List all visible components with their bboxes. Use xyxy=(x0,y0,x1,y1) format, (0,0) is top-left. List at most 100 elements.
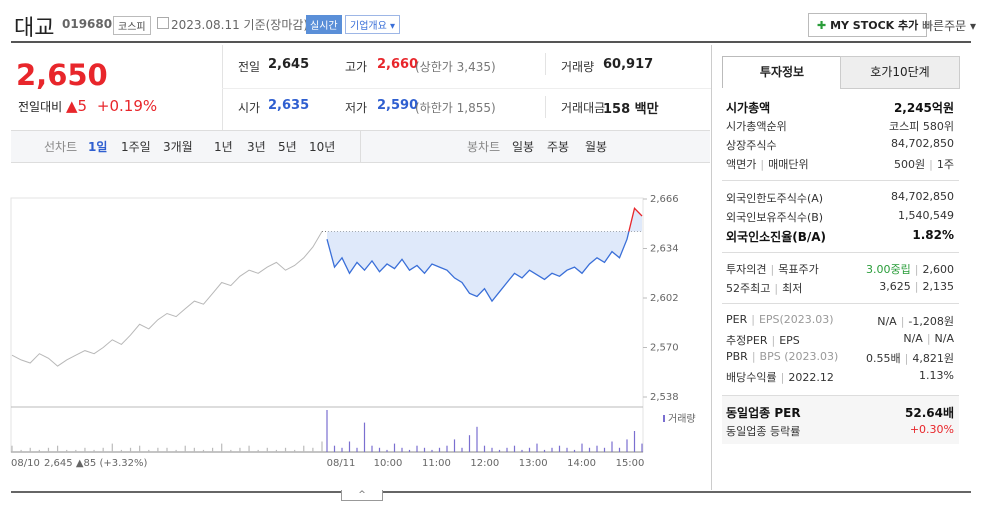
info-label: 투자의견목표주가 xyxy=(726,261,819,277)
volume-bar xyxy=(230,449,232,452)
volume-bar xyxy=(371,445,373,452)
tab-label: 선차트 xyxy=(44,140,78,154)
change-row: 전일대비 ▲5 +0.19% xyxy=(18,97,158,115)
collapse-button[interactable]: ^ xyxy=(341,490,383,501)
info-value: 84,702,850 xyxy=(891,190,954,203)
quote-value: 2,635 xyxy=(268,98,310,113)
volume-bar xyxy=(408,449,411,452)
info-tab[interactable]: 투자정보 xyxy=(722,56,842,88)
period-tab[interactable]: 1주일 xyxy=(121,140,151,154)
y-tick-label: 2,634 xyxy=(650,244,679,255)
calendar-icon xyxy=(157,17,169,29)
date: 2023.08.11 기준(장마감) xyxy=(171,16,308,33)
info-label: 배당수익률2022.12 xyxy=(726,369,834,385)
info-value: 1.82% xyxy=(912,228,954,242)
quote-label: 저가 xyxy=(345,101,368,115)
label-part: 최저 xyxy=(770,282,802,295)
volume-bar xyxy=(461,447,463,452)
volume-bar xyxy=(431,449,433,452)
candle-tab[interactable]: 주봉 xyxy=(547,140,570,154)
info-row: 동일업종 PER 52.64배 xyxy=(726,404,954,422)
volume-bar xyxy=(401,447,403,452)
x-date: 08/11 xyxy=(327,458,356,469)
info-row: 외국인보유주식수(B) 1,540,549 xyxy=(726,209,954,227)
volume-bar xyxy=(626,439,628,452)
value-part: 3,625 xyxy=(879,280,911,293)
period-tab[interactable]: 1년 xyxy=(214,140,233,154)
change: 5 xyxy=(77,97,88,115)
prev-change: 85 xyxy=(84,458,97,469)
volume-bar xyxy=(294,449,296,452)
x-tick-label: 11:00 xyxy=(422,458,451,469)
volume-bar xyxy=(423,447,426,452)
label-part: 외국인한도주식수(A) xyxy=(726,192,824,205)
label-part: 시가총액 xyxy=(726,101,771,115)
volume-bar xyxy=(193,447,195,452)
stock-name: 대교 xyxy=(14,16,55,41)
info-row: 52주최고최저 3,6252,135 xyxy=(726,280,954,298)
period-tab[interactable]: 3년 xyxy=(247,140,266,154)
value-part: 500원 xyxy=(894,158,926,171)
info-label: 상장주식수 xyxy=(726,137,777,153)
value-part: -1,208원 xyxy=(897,315,954,328)
volume-bar xyxy=(446,445,448,452)
candle-tab[interactable]: 일봉 xyxy=(512,140,535,154)
quote-value: 2,645 xyxy=(268,57,310,72)
info-value: N/AN/A xyxy=(903,332,954,345)
period-tab[interactable]: 10년 xyxy=(309,140,336,154)
y-tick-label: 2,666 xyxy=(650,194,679,205)
info-row: 상장주식수 84,702,850 xyxy=(726,137,954,155)
realtime-badge[interactable]: 실시간 xyxy=(306,15,342,34)
period-tab[interactable]: 5년 xyxy=(278,140,297,154)
volume-bar xyxy=(558,445,561,452)
period-tab[interactable]: 1일 xyxy=(88,140,108,154)
label-part: 동일업종 등락률 xyxy=(726,425,801,438)
volume-bar xyxy=(521,449,523,452)
label-part: BPS (2023.03) xyxy=(748,350,838,363)
info-tab[interactable]: 호가10단계 xyxy=(840,56,960,89)
overview-dropdown[interactable]: 기업개요 ▾ xyxy=(345,15,401,34)
volume-bar xyxy=(84,447,86,452)
volume-bar xyxy=(139,445,141,452)
volume-bar xyxy=(111,443,113,452)
volume-bar xyxy=(506,447,508,452)
label-part: 52주최고 xyxy=(726,282,771,295)
volume-bar xyxy=(573,449,576,452)
volume-bar xyxy=(603,447,606,452)
volume-bar xyxy=(611,441,613,452)
volume-bar xyxy=(363,422,366,452)
quote-value: 2,660 xyxy=(377,57,419,72)
label-part: PBR xyxy=(726,350,748,363)
quote-label: 전일 xyxy=(238,60,261,74)
x-tick-label: 10:00 xyxy=(374,458,403,469)
volume-bar xyxy=(120,449,123,452)
quote-note: (하한가 1,855) xyxy=(415,101,496,115)
volume-bar xyxy=(312,447,314,452)
volume-bar xyxy=(618,447,621,452)
basis: 기준(장마감) xyxy=(243,18,309,32)
volume-bar xyxy=(102,447,104,452)
volume-bar xyxy=(284,447,287,452)
value-part: 1주 xyxy=(925,158,954,171)
volume-bar xyxy=(333,445,336,452)
quick-order[interactable]: 빠른주문 ▾ xyxy=(922,19,977,33)
label-part: 매매단위 xyxy=(756,158,808,171)
candle-tab[interactable]: 월봉 xyxy=(585,140,608,154)
volume-legend: 거래량 xyxy=(668,413,696,425)
market-badge: 코스피 xyxy=(113,16,151,35)
period-tab[interactable]: 3개월 xyxy=(163,140,193,154)
my-stock-button[interactable]: ✚ MY STOCK 추가 xyxy=(808,13,928,37)
volume-bar xyxy=(348,441,351,452)
volume-bar xyxy=(129,447,132,452)
y-tick-label: 2,538 xyxy=(650,392,679,403)
volume-bar xyxy=(75,449,77,452)
value-part: +0.30% xyxy=(909,423,954,436)
info-label: 시가총액순위 xyxy=(726,118,787,134)
volume-bar xyxy=(38,449,40,452)
volume-bar xyxy=(566,447,568,452)
volume-bar xyxy=(483,445,486,452)
volume-bar xyxy=(175,449,177,452)
value-part: 52.64배 xyxy=(905,406,954,420)
volume-bar xyxy=(476,426,478,452)
info-value: 1.13% xyxy=(919,369,954,382)
